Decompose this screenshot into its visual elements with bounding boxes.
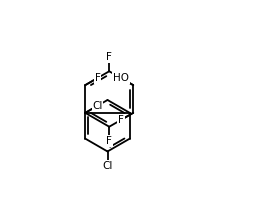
Text: Cl: Cl: [92, 101, 103, 111]
Text: HO: HO: [113, 73, 129, 83]
Text: Cl: Cl: [102, 161, 113, 171]
Text: F: F: [95, 73, 101, 83]
Text: F: F: [106, 52, 112, 62]
Text: F: F: [118, 115, 124, 125]
Text: F: F: [106, 136, 112, 146]
